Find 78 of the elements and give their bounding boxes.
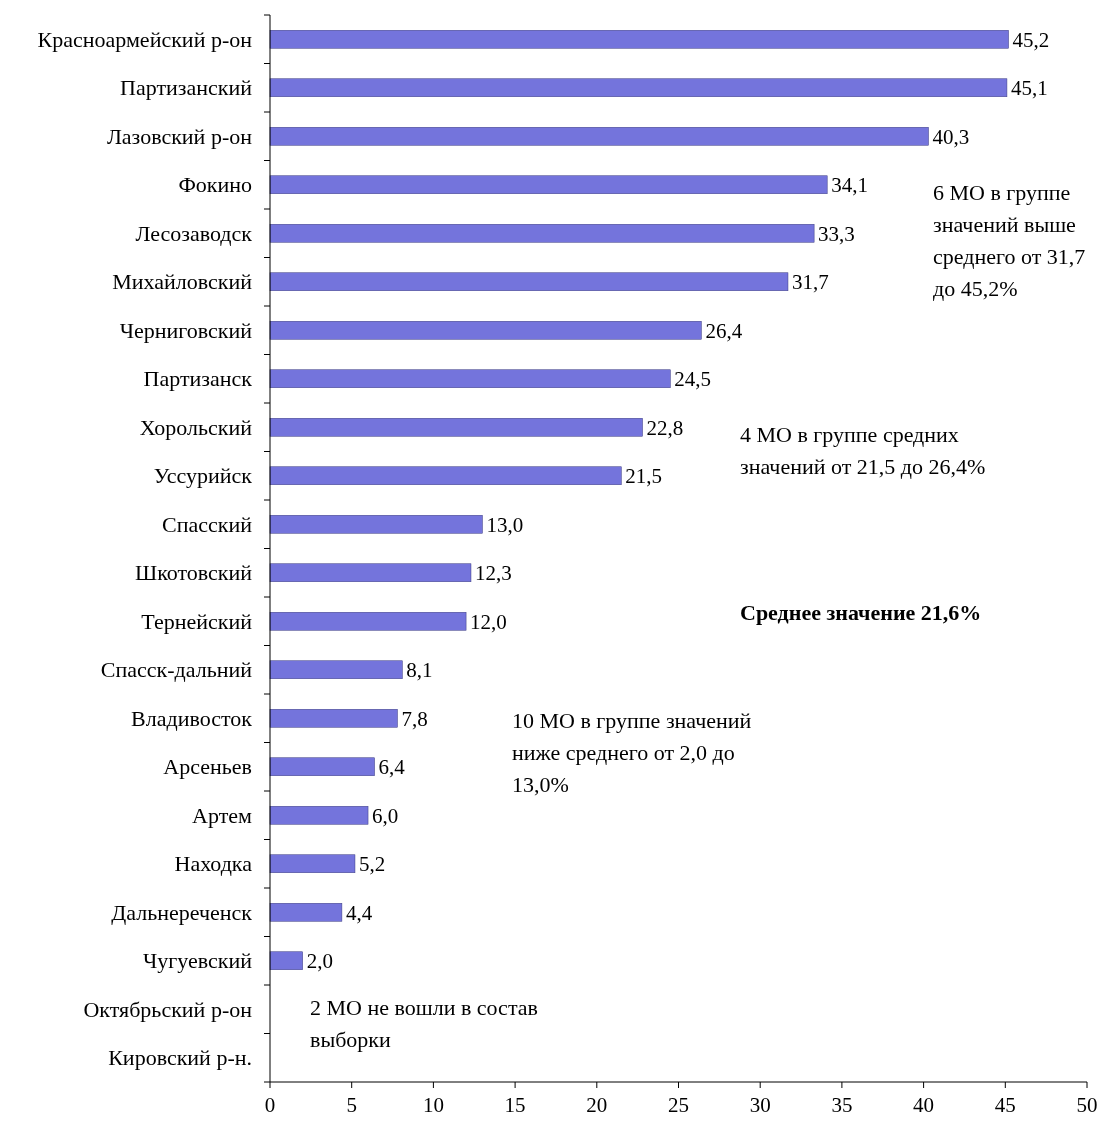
y-tick-label: Дальнереченск [111, 899, 253, 925]
bar [269, 321, 702, 340]
x-tick-label: 0 [264, 1093, 276, 1117]
data-label: 34,1 [831, 173, 868, 198]
data-label: 7,8 [401, 706, 428, 731]
data-label: 5,2 [358, 852, 386, 877]
annotation: 10 МО в группе значений ниже среднего от 2,0 до 13,0% [512, 708, 752, 797]
y-tick-label: Тернейский [141, 608, 253, 634]
y-tick-label: Михайловский [112, 269, 253, 295]
bar [269, 466, 622, 485]
y-tick-label: Октябрьский р-он [83, 996, 253, 1022]
data-label: 13,0 [486, 512, 524, 537]
bar [269, 78, 1008, 97]
x-tick-label: 30 [749, 1093, 771, 1117]
bar [269, 660, 403, 679]
data-label: 33,3 [818, 221, 855, 246]
data-label: 45,2 [1012, 27, 1050, 52]
y-tick-label: Шкотовский [134, 560, 253, 586]
x-tick-label: 20 [586, 1093, 608, 1117]
y-tick-label: Находка [174, 851, 253, 877]
bar [269, 709, 398, 728]
y-tick-label: Спасский [162, 511, 253, 537]
data-label: 2,0 [306, 949, 333, 974]
x-tick-label: 5 [346, 1093, 357, 1117]
bar [269, 854, 356, 873]
bar [269, 175, 828, 194]
annotation: Среднее значение 21,6% [740, 600, 982, 625]
annotation: 2 МО не вошли в состав выборки [310, 995, 538, 1052]
bar [269, 369, 671, 388]
data-label: 12,0 [470, 609, 507, 634]
x-tick-label: 35 [831, 1093, 853, 1117]
annotation: 4 МО в группе средних значений от 21,5 до 26,4% [740, 422, 986, 479]
y-tick-label: Уссурийск [153, 463, 253, 489]
bar [269, 127, 929, 146]
x-tick-label: 45 [994, 1093, 1016, 1117]
x-tick-label: 15 [504, 1093, 526, 1117]
data-label: 6,0 [372, 803, 399, 828]
data-label: 21,5 [625, 464, 663, 489]
bar [269, 806, 369, 825]
y-tick-label: Партизанск [143, 366, 253, 392]
bar [269, 515, 483, 534]
y-tick-label: Арсеньев [163, 754, 252, 780]
y-tick-label: Красноармейский р-он [37, 26, 253, 52]
x-tick-label: 10 [422, 1093, 444, 1117]
y-tick-label: Лазовский р-он [106, 123, 253, 149]
bar [269, 903, 343, 922]
y-tick-label: Артем [192, 802, 253, 828]
data-label: 40,3 [932, 124, 970, 149]
y-tick-label: Чугуевский [142, 948, 253, 974]
bar [269, 563, 472, 582]
data-label: 8,1 [406, 658, 433, 683]
bar [269, 272, 789, 291]
bar [269, 224, 815, 243]
data-label: 31,7 [791, 270, 829, 295]
x-tick-label: 25 [668, 1093, 689, 1117]
data-label: 6,4 [378, 755, 406, 780]
data-label: 12,3 [474, 561, 512, 586]
data-label: 26,4 [705, 318, 743, 343]
y-tick-label: Спасск-дальний [100, 657, 253, 683]
data-label: 22,8 [646, 415, 684, 440]
bar [269, 418, 643, 437]
bar [269, 30, 1009, 49]
y-tick-label: Лесозаводск [135, 220, 253, 246]
y-tick-label: Хорольский [139, 414, 253, 440]
x-tick-label: 50 [1076, 1093, 1098, 1117]
y-tick-label: Владивосток [131, 705, 253, 731]
y-tick-label: Черниговский [119, 317, 253, 343]
data-label: 45,1 [1010, 76, 1048, 101]
bar [269, 612, 467, 631]
x-tick-label: 40 [913, 1093, 935, 1117]
annotation: 6 МО в группе значений выше среднего от 31,7 до 45,2% [933, 180, 1086, 301]
y-tick-label: Партизанский [120, 75, 253, 101]
bar [269, 951, 303, 970]
bar [269, 757, 375, 776]
data-label: 4,4 [345, 900, 373, 925]
y-tick-label: Фокино [178, 172, 252, 198]
data-label: 24,5 [674, 367, 712, 392]
y-tick-label: Кировский р-н. [108, 1045, 252, 1071]
